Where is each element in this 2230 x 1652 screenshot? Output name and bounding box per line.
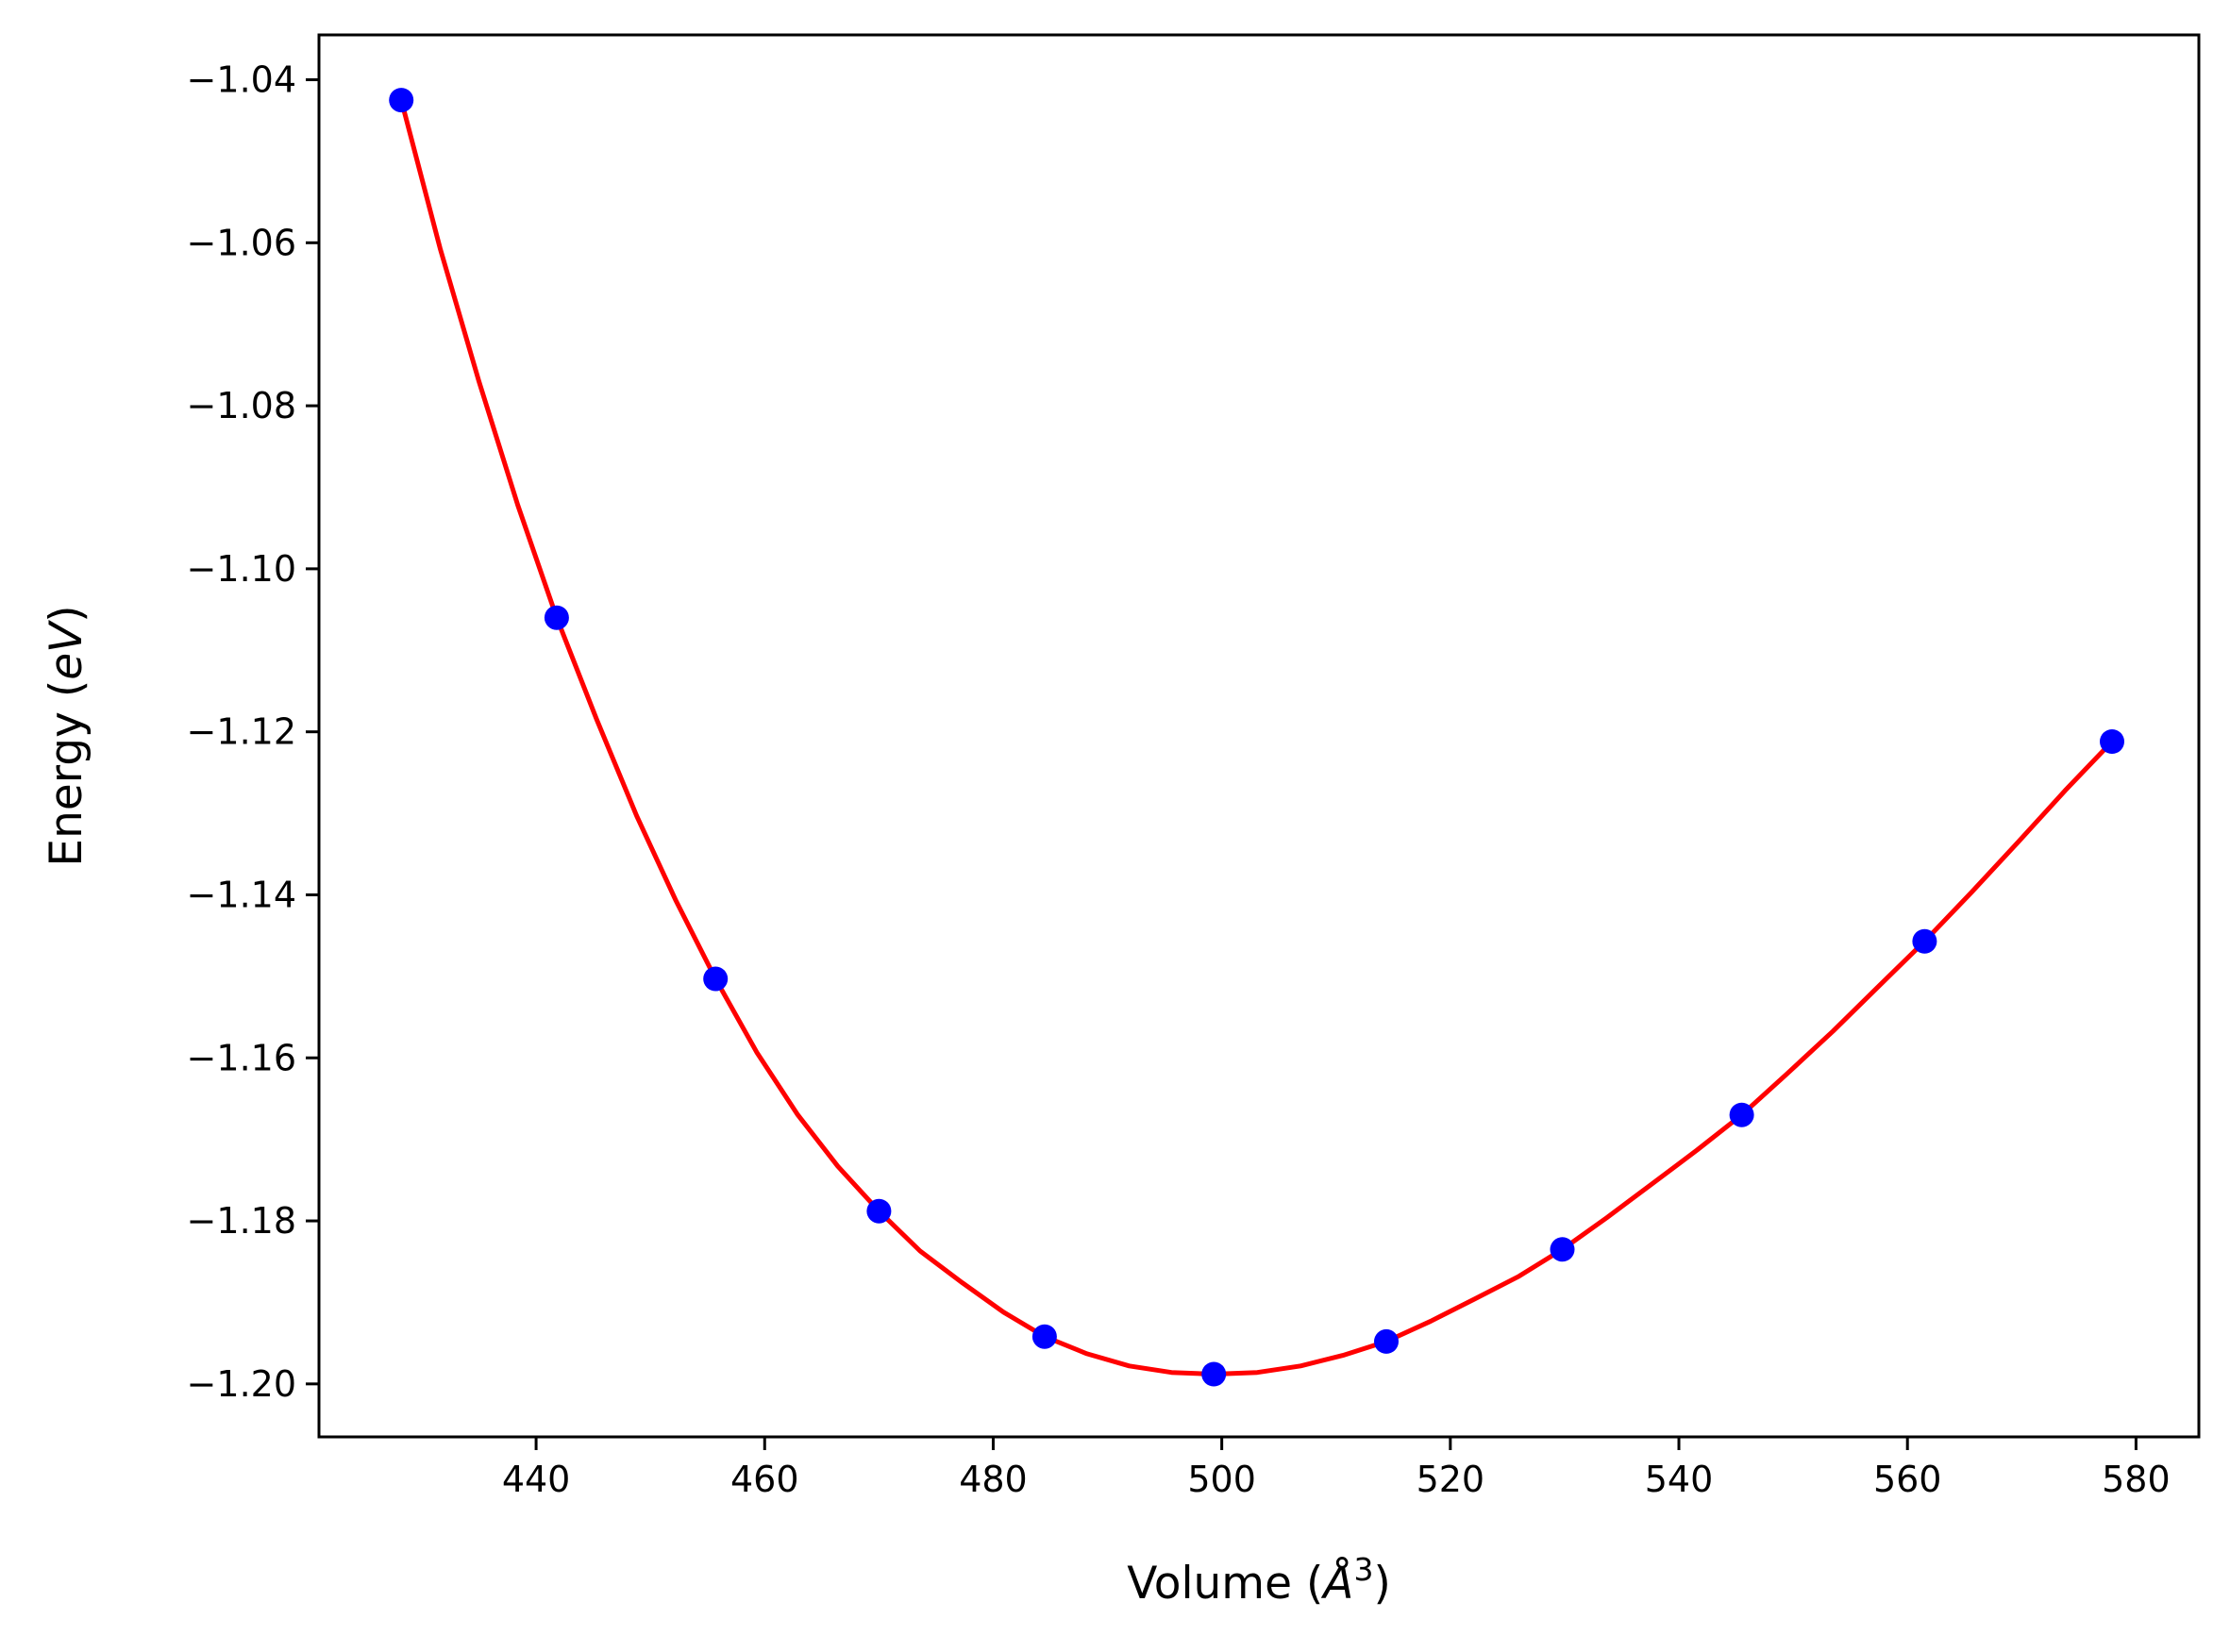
data-point [2100, 729, 2124, 754]
data-point [1729, 1102, 1754, 1127]
x-axis-ticks: 440 460 480 500 520 540 560 580 [502, 1437, 2171, 1500]
y-tick-label: −1.18 [187, 1200, 296, 1242]
x-tick-label: 520 [1417, 1459, 1485, 1500]
data-point [1550, 1237, 1575, 1262]
y-tick-label: −1.16 [187, 1037, 296, 1078]
x-tick-label: 480 [959, 1459, 1028, 1500]
y-tick-label: −1.10 [187, 548, 296, 590]
data-point [1201, 1361, 1227, 1387]
x-tick-label: 460 [730, 1459, 799, 1500]
data-points-layer [389, 88, 2124, 1387]
y-tick-label: −1.12 [187, 711, 296, 753]
y-tick-label: −1.08 [187, 385, 296, 426]
x-tick-label: 500 [1187, 1459, 1256, 1500]
plot-background [319, 35, 2199, 1437]
x-tick-label: 440 [502, 1459, 571, 1500]
data-point [1031, 1324, 1057, 1349]
x-tick-label: 540 [1645, 1459, 1714, 1500]
plot-frame [317, 33, 2201, 1439]
data-point [1912, 928, 1937, 954]
y-tick-label: −1.14 [187, 874, 296, 915]
y-tick-label: −1.06 [187, 222, 296, 263]
x-tick-label: 580 [2102, 1459, 2171, 1500]
y-tick-label: −1.20 [187, 1363, 296, 1405]
data-point [866, 1198, 892, 1224]
data-point [544, 605, 569, 630]
x-tick-label: 560 [1873, 1459, 1942, 1500]
y-axis-ticks: −1.04 −1.06 −1.08 −1.10 −1.12 −1.14 −1.16 −1.18… [187, 59, 319, 1405]
data-point [703, 966, 729, 992]
data-point [389, 88, 414, 113]
data-point [1374, 1328, 1399, 1354]
y-axis-label: Energy (eV) [41, 605, 92, 866]
y-tick-label: −1.04 [187, 59, 296, 101]
x-axis-label: Volume (Å3) [1127, 1551, 1391, 1610]
